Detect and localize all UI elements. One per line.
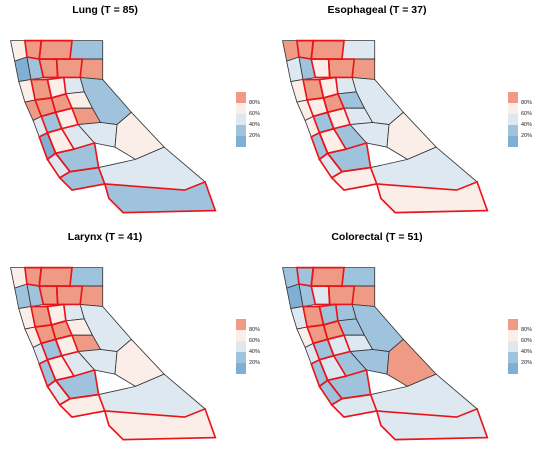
highlight-outline-7 (55, 58, 84, 79)
county-region-3 (69, 267, 104, 287)
legend-swatch (236, 363, 246, 374)
county-region-3 (341, 40, 376, 60)
legend-swatch (508, 341, 518, 352)
legend-swatch (236, 319, 246, 330)
county-region-2 (38, 40, 73, 60)
legend-label: 80% (521, 327, 533, 333)
county-region-8 (351, 58, 376, 80)
county-region-7 (328, 285, 355, 305)
california-county-map (282, 39, 489, 214)
legend-swatch (508, 125, 518, 136)
legend-label: 20% (521, 133, 533, 139)
highlight-outline-29 (330, 393, 378, 418)
county-region-30 (98, 373, 206, 418)
legend-swatch (508, 319, 518, 330)
panel-title: Larynx (T = 41) (67, 231, 143, 243)
highlight-outline-7 (327, 58, 356, 79)
legend-swatch (236, 125, 246, 136)
map-panel-3: Larynx (T = 41) 80% 60% 40% 20% (0, 227, 272, 454)
highlight-outline-28 (326, 141, 372, 173)
map-panel-4: Colorectal (T = 51) 80% 60% 40% 20% (272, 227, 544, 454)
highlight-outline-29 (330, 166, 378, 191)
highlight-outline-7 (327, 285, 356, 306)
map-panel-1: Lung (T = 85) 80% 60% 40% 20% (0, 0, 272, 227)
highlight-outline-19 (54, 107, 80, 130)
county-region-7 (56, 285, 83, 305)
legend-label: 40% (521, 349, 533, 355)
california-county-map (10, 266, 217, 441)
county-region-30 (98, 146, 206, 191)
highlight-outline-31 (103, 180, 217, 214)
legend-label: 40% (521, 122, 533, 128)
california-county-map (282, 266, 489, 441)
legend-swatch (508, 92, 518, 103)
county-region-7 (56, 58, 83, 78)
highlight-outline-31 (103, 407, 217, 441)
legend-swatch (508, 352, 518, 363)
legend-swatch (236, 341, 246, 352)
legend-label: 20% (521, 360, 533, 366)
panel-title: Colorectal (T = 51) (331, 231, 423, 243)
legend-swatch (508, 136, 518, 147)
legend-label: 40% (249, 122, 261, 128)
county-region-8 (79, 58, 104, 80)
county-region-2 (38, 267, 73, 287)
county-region-7 (328, 58, 355, 78)
county-region-8 (351, 285, 376, 307)
legend-swatch (508, 330, 518, 341)
legend-swatch (508, 103, 518, 114)
county-region-2 (310, 40, 345, 60)
county-region-3 (341, 267, 376, 287)
county-region-30 (370, 146, 478, 191)
legend-swatch (236, 330, 246, 341)
highlight-outline-7 (55, 285, 84, 306)
highlight-outline-19 (326, 107, 352, 130)
highlight-outline-31 (375, 407, 489, 441)
legend-label: 20% (249, 133, 261, 139)
county-region-3 (69, 40, 104, 60)
legend-swatch (236, 114, 246, 125)
highlight-outline-29 (58, 166, 106, 191)
panel-title: Lung (T = 85) (72, 4, 138, 16)
legend-swatch (236, 92, 246, 103)
panel-title: Esophageal (T = 37) (327, 4, 427, 16)
legend-label: 60% (521, 111, 533, 117)
county-region-30 (370, 373, 478, 418)
legend-label: 60% (521, 338, 533, 344)
legend-swatch (236, 103, 246, 114)
legend-label: 20% (249, 360, 261, 366)
legend-swatch (508, 363, 518, 374)
legend-swatch (236, 136, 246, 147)
county-region-8 (79, 285, 104, 307)
highlight-outline-28 (54, 368, 100, 400)
california-county-map (10, 39, 217, 214)
highlight-outline-29 (58, 393, 106, 418)
legend-label: 80% (249, 327, 261, 333)
highlight-outline-19 (326, 334, 352, 357)
highlight-outline-28 (54, 141, 100, 173)
legend-swatch (508, 114, 518, 125)
legend-label: 80% (521, 100, 533, 106)
legend-label: 60% (249, 338, 261, 344)
highlight-outline-28 (326, 368, 372, 400)
map-panel-2: Esophageal (T = 37) 80% 60% 40% 20% (272, 0, 544, 227)
legend-label: 80% (249, 100, 261, 106)
legend-swatch (236, 352, 246, 363)
highlight-outline-31 (375, 180, 489, 214)
legend-label: 40% (249, 349, 261, 355)
legend-label: 60% (249, 111, 261, 117)
highlight-outline-19 (54, 334, 80, 357)
county-region-2 (310, 267, 345, 287)
